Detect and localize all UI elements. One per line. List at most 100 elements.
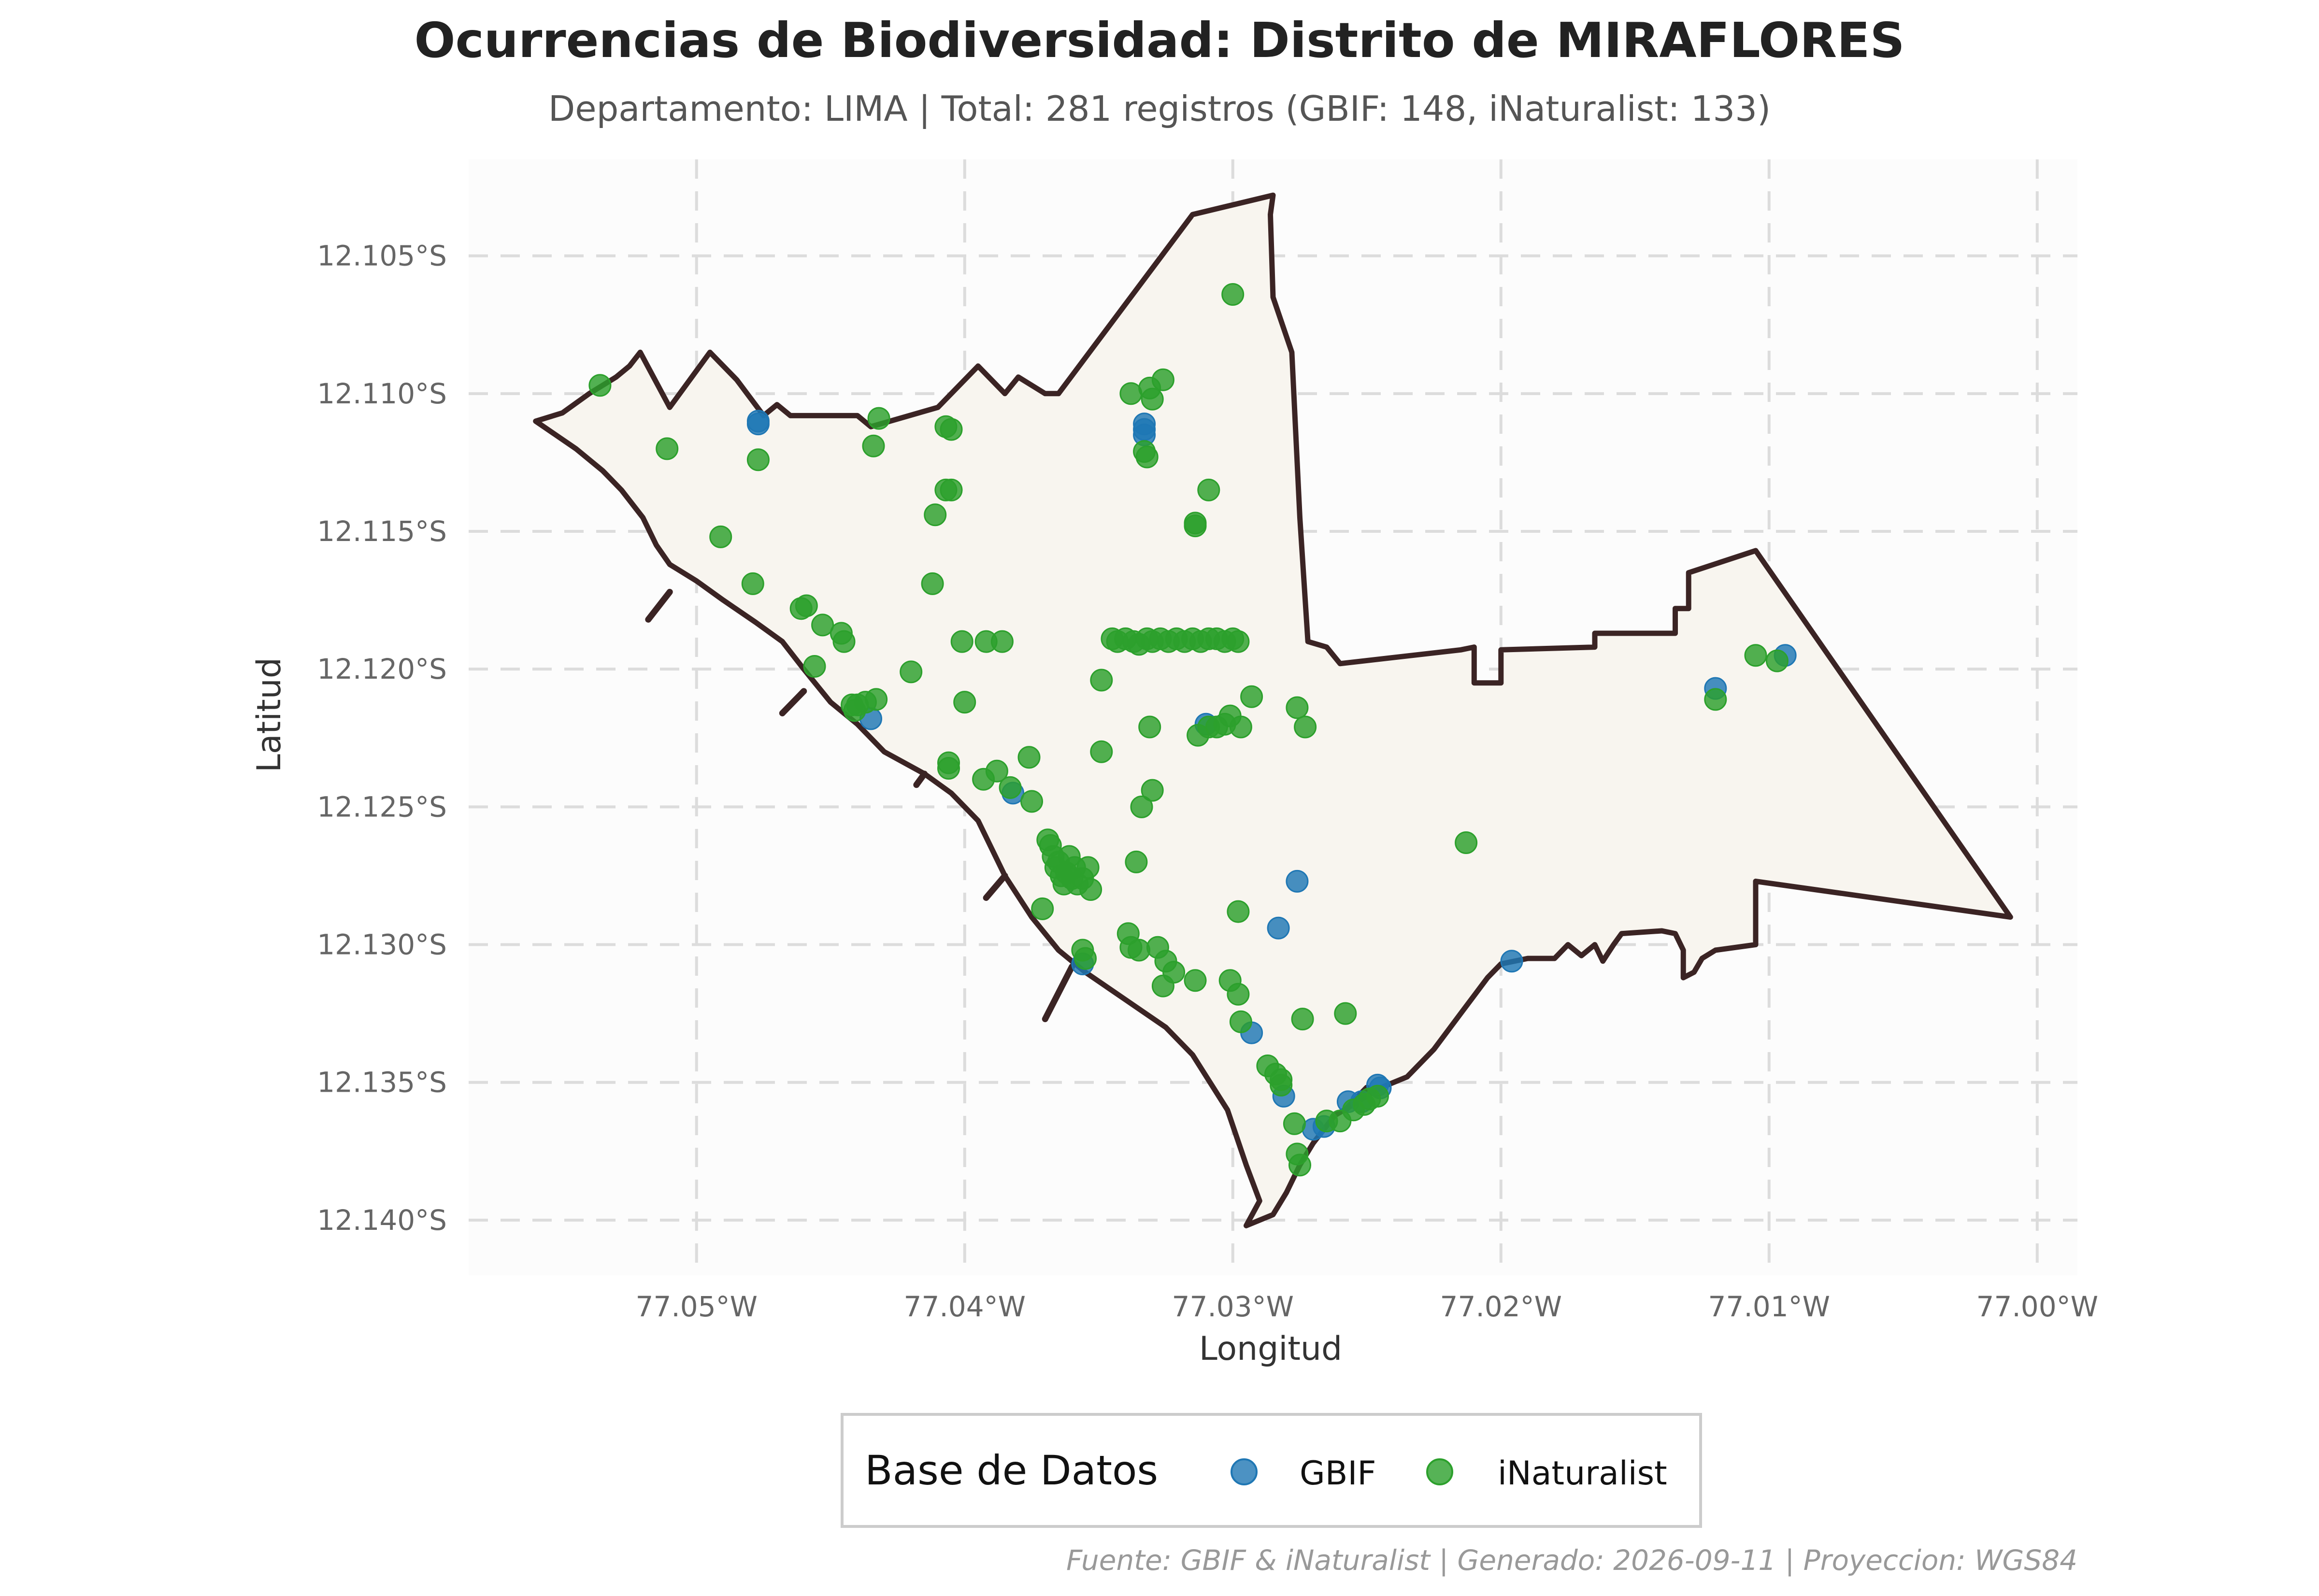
legend-label-inaturalist: iNaturalist (1498, 1454, 1667, 1493)
inaturalist-point (900, 660, 923, 684)
inaturalist-point (741, 572, 764, 595)
coastline-segment (913, 770, 928, 788)
inaturalist-point (1229, 715, 1252, 739)
x-tick-label: 77.00°W (1976, 1290, 2098, 1323)
gbif-point (1133, 418, 1156, 441)
inaturalist-point (940, 478, 963, 501)
y-axis-label: Latitud (250, 657, 288, 772)
x-tick-labels: 77.05°W 77.04°W 77.03°W 77.02°W 77.01°W 77.00… (636, 1290, 2098, 1323)
x-axis-label: Longitud (1199, 1330, 1342, 1368)
inaturalist-point (1744, 644, 1767, 667)
legend-box (841, 1413, 1702, 1528)
inaturalist-point (990, 630, 1014, 653)
inaturalist-point (709, 525, 732, 548)
inaturalist-point (1128, 939, 1150, 962)
legend-marker-gbif (1231, 1458, 1258, 1485)
map-subtitle: Departamento: LIMA | Total: 281 registro… (548, 88, 1771, 129)
coastline-segment (645, 588, 673, 623)
gbif-point (1267, 916, 1290, 940)
inaturalist-point (865, 688, 888, 711)
x-tick-label: 77.04°W (904, 1290, 1026, 1323)
inaturalist-point (656, 437, 679, 460)
y-tick-label: 12.120°S (317, 653, 447, 685)
inaturalist-point (811, 613, 834, 637)
inaturalist-point (832, 630, 856, 653)
inaturalist-point (1074, 947, 1097, 970)
coastline-segment (1042, 963, 1075, 1023)
inaturalist-point (1017, 746, 1041, 769)
y-tick-label: 12.110°S (317, 377, 447, 410)
y-tick-label: 12.125°S (317, 790, 447, 823)
inaturalist-point (924, 503, 947, 527)
inaturalist-point (953, 691, 976, 714)
inaturalist-point (795, 594, 818, 617)
inaturalist-point (1227, 983, 1250, 1006)
inaturalist-point (1162, 961, 1186, 984)
inaturalist-point (1221, 283, 1245, 306)
inaturalist-point (1125, 850, 1148, 873)
x-tick-label: 77.02°W (1440, 1290, 1562, 1323)
inaturalist-point (921, 572, 944, 595)
x-tick-label: 77.05°W (636, 1290, 758, 1323)
y-tick-label: 12.115°S (317, 515, 447, 548)
x-tick-label: 77.01°W (1708, 1290, 1830, 1323)
inaturalist-point (1291, 1008, 1314, 1031)
inaturalist-point (746, 448, 770, 471)
inaturalist-point (1141, 779, 1164, 802)
inaturalist-point (1240, 685, 1263, 708)
y-tick-label: 12.105°S (317, 240, 447, 272)
district-boundary (533, 192, 2013, 1228)
y-tick-label: 12.130°S (317, 928, 447, 961)
inaturalist-point (1294, 715, 1317, 739)
inaturalist-point (1184, 969, 1207, 992)
inaturalist-point (985, 759, 1008, 783)
inaturalist-point (803, 655, 826, 678)
gbif-point (746, 410, 770, 433)
inaturalist-point (1288, 1154, 1311, 1177)
inaturalist-point (1227, 900, 1250, 923)
inaturalist-point (1256, 1054, 1279, 1077)
inaturalist-point (1130, 795, 1153, 818)
gbif-point (1500, 950, 1523, 973)
inaturalist-point (1227, 630, 1250, 653)
legend-title: Base de Datos (865, 1447, 1158, 1494)
inaturalist-point (1020, 790, 1043, 813)
inaturalist-point (862, 434, 885, 457)
inaturalist-point (1283, 1112, 1306, 1135)
inaturalist-point (950, 630, 973, 653)
inaturalist-point (1138, 715, 1161, 739)
x-tick-label: 77.03°W (1172, 1290, 1294, 1323)
coastline-segment (779, 688, 807, 716)
inaturalist-point (1704, 688, 1727, 711)
inaturalist-point (1151, 368, 1174, 391)
inaturalist-point (1765, 649, 1789, 672)
inaturalist-point (867, 407, 890, 430)
y-tick-label: 12.135°S (317, 1066, 447, 1099)
y-tick-labels: 12.105°S 12.110°S 12.115°S 12.120°S 12.125°S… (317, 240, 447, 1237)
inaturalist-point (1229, 1010, 1252, 1033)
map-title: Ocurrencias de Biodiversidad: Distrito d… (414, 12, 1904, 69)
inaturalist-point (1455, 831, 1478, 854)
inaturalist-point (1119, 382, 1143, 405)
inaturalist-point (940, 418, 963, 441)
inaturalist-point (1184, 512, 1207, 535)
inaturalist-point (999, 776, 1022, 799)
inaturalist-point (1366, 1084, 1389, 1108)
inaturalist-point (1090, 740, 1113, 763)
inaturalist-point (937, 757, 960, 780)
inaturalist-point (1031, 897, 1054, 920)
occurrence-points (588, 283, 1797, 1177)
gbif-point (1286, 869, 1309, 893)
inaturalist-point (1334, 1002, 1357, 1025)
inaturalist-point (1076, 856, 1100, 879)
inaturalist-point (1079, 878, 1102, 901)
legend-label-gbif: GBIF (1300, 1454, 1376, 1493)
inaturalist-point (1090, 669, 1113, 692)
coastline-segment (983, 872, 1008, 901)
inaturalist-point (1135, 445, 1159, 469)
legend-marker-inaturalist (1426, 1458, 1453, 1485)
inaturalist-point (1141, 387, 1164, 411)
inaturalist-point (1197, 478, 1220, 501)
inaturalist-point (1286, 696, 1309, 719)
